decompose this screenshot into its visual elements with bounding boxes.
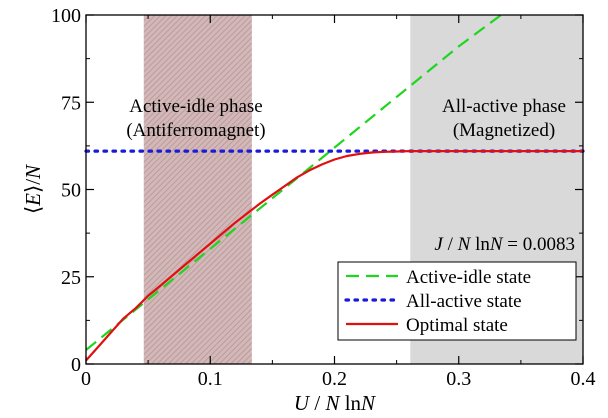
x-tick-label-0: 0 bbox=[81, 368, 91, 390]
y-tick-label-3: 75 bbox=[61, 92, 81, 114]
legend: Active-idle state All-active state Optimal… bbox=[337, 261, 577, 341]
annotations: Active-idle phase (Antiferromagnet) All-ac… bbox=[126, 96, 575, 255]
phase-label-1-0: All-active phase bbox=[442, 96, 566, 117]
legend-label-2: Optimal state bbox=[406, 315, 508, 336]
phase-label-0-0: Active-idle phase bbox=[129, 96, 262, 117]
series-line-2 bbox=[85, 150, 583, 362]
x-tick-label-4: 0.4 bbox=[571, 368, 596, 390]
phase-region-0 bbox=[143, 15, 252, 364]
legend-label-0: Active-idle state bbox=[406, 267, 531, 288]
x-tick-label-2: 0.2 bbox=[322, 368, 347, 390]
coupling-annotation: J / N lnN = 0.0083 bbox=[434, 234, 575, 255]
x-tick-label-1: 0.1 bbox=[198, 368, 223, 390]
x-tick-label-3: 0.3 bbox=[446, 368, 471, 390]
y-axis-label: ⟨E⟩/N bbox=[21, 164, 45, 214]
y-tick-label-1: 25 bbox=[61, 267, 81, 289]
x-axis-label: U / N lnN bbox=[294, 391, 376, 415]
series-line-0 bbox=[85, 14, 502, 351]
legend-label-1: All-active state bbox=[406, 291, 522, 312]
y-tick-label-2: 50 bbox=[61, 180, 81, 202]
phase-label-0-1: (Antiferromagnet) bbox=[126, 120, 265, 141]
series-lines bbox=[84, 14, 585, 362]
axis-labels: 0 0.1 0.2 0.3 0.4 0 25 50 75 100 U / N lnN ⟨E⟩/N bbox=[21, 5, 596, 415]
y-tick-label-0: 0 bbox=[71, 354, 81, 376]
y-tick-label-4: 100 bbox=[51, 5, 81, 27]
axis-ticks bbox=[85, 14, 584, 365]
phase-label-1-1: (Magnetized) bbox=[453, 120, 555, 141]
